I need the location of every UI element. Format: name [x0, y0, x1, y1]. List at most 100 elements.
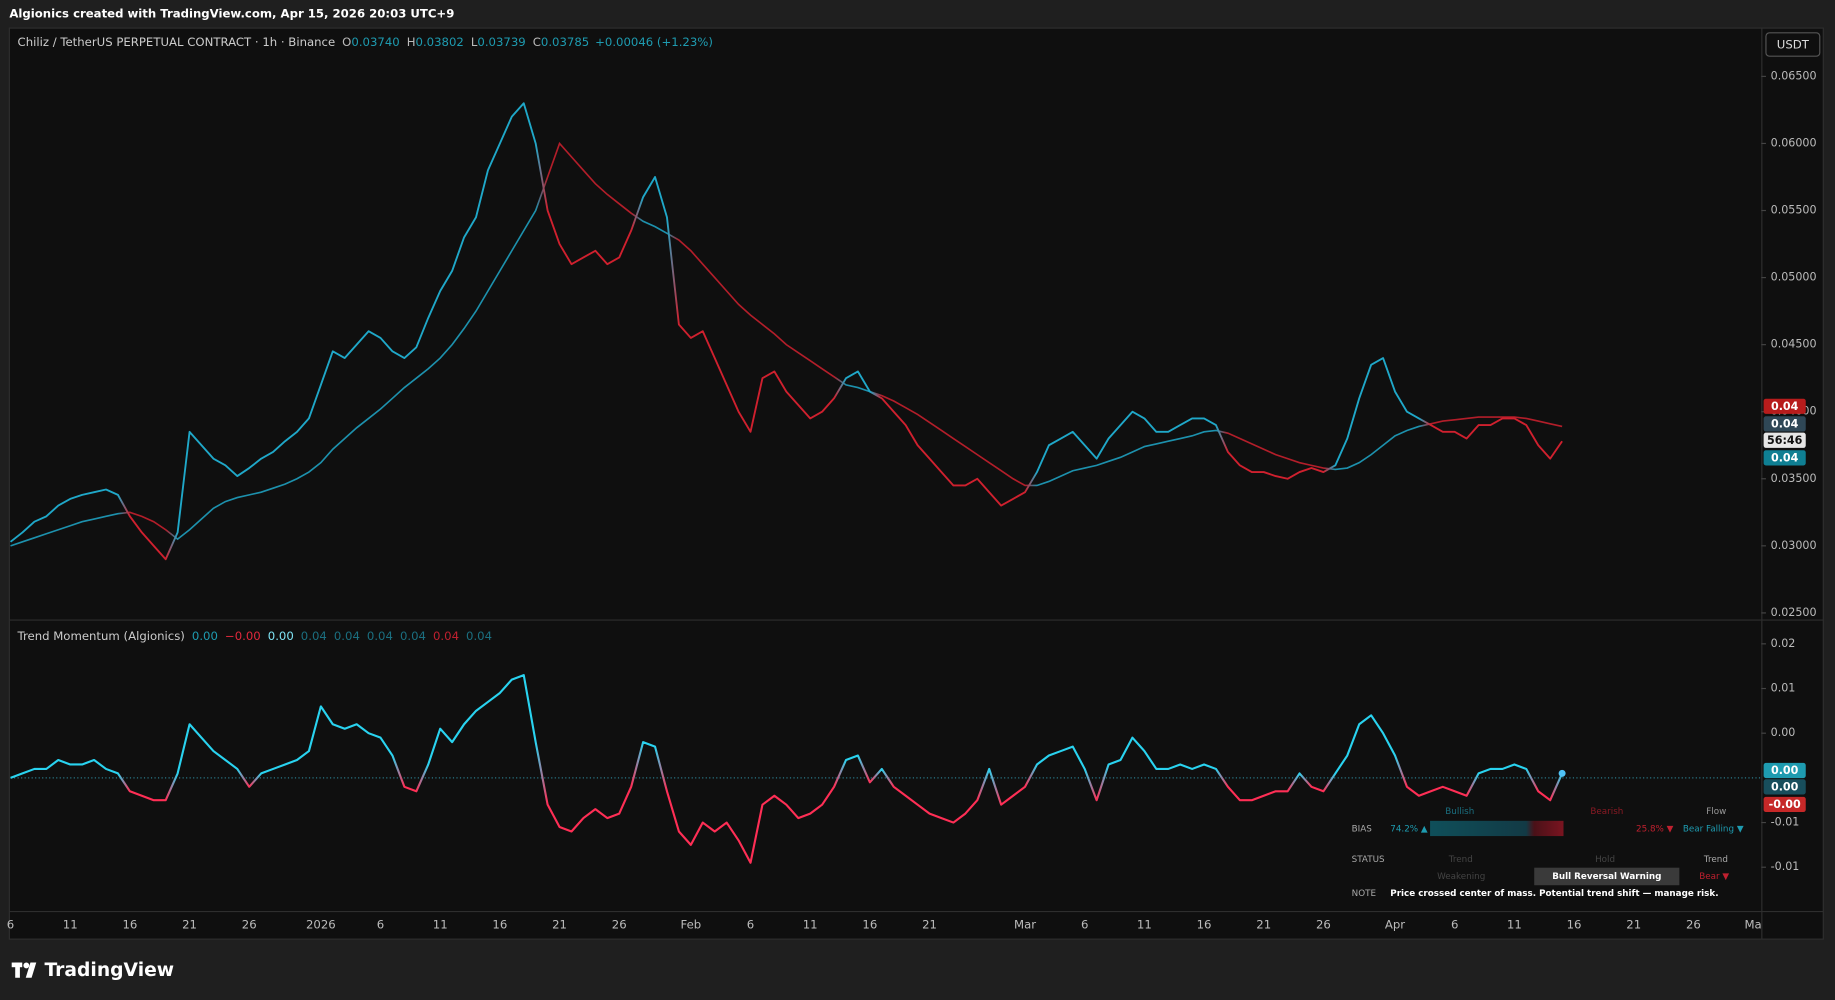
price-tag	[1763, 796, 1806, 813]
signal-table: Bullish Bearish Flow BIAS 74.2% ▲ 25.8% …	[1352, 807, 1744, 899]
plots	[9, 102, 1762, 864]
status-value: Weakening	[1437, 872, 1485, 882]
ohlc-label: C	[533, 35, 541, 49]
status-value: Bear ▼	[1699, 872, 1729, 882]
x-tick-label: 11	[63, 918, 78, 932]
currency-box[interactable]	[1765, 32, 1821, 57]
center-of-mass-line	[10, 141, 1563, 547]
x-tick-label: 11	[433, 918, 448, 932]
y-tick-label: 0.05500	[1771, 204, 1817, 217]
x-tick-label: 16	[1197, 918, 1212, 932]
indicator-value: 0.04	[433, 628, 459, 642]
x-tick-label: 21	[1256, 918, 1271, 932]
x-tick-label: 21	[182, 918, 197, 932]
x-tick-label: 21	[1626, 918, 1641, 932]
price-tag-text: 0.00	[1771, 780, 1799, 793]
y-tick-label: 0.06500	[1771, 69, 1817, 82]
last-point	[1558, 769, 1566, 777]
logo-shape	[23, 962, 30, 969]
ohlc-value: 0.03785	[541, 35, 589, 49]
ohlc-value: 0.03802	[416, 35, 464, 49]
logo-shape	[25, 962, 37, 978]
warning-box	[1534, 867, 1680, 886]
price-tag-text: -0.00	[1769, 798, 1801, 811]
x-tick-label: 11	[1507, 918, 1522, 932]
indicator-value: 0.00	[268, 628, 294, 642]
symbol: Chiliz / TetherUS PERPETUAL CONTRACT · 1…	[18, 35, 336, 49]
x-tick-label: Mar	[1014, 918, 1036, 932]
x-tick-label: 26	[242, 918, 257, 932]
x-tick-label: 11	[1137, 918, 1152, 932]
ohlc-label: H	[407, 35, 416, 49]
price-line	[9, 102, 1563, 561]
status-head: Hold	[1595, 855, 1615, 865]
row-label: NOTE	[1352, 889, 1376, 899]
indicator-legend: Trend Momentum (Algionics) 0.00 −0.00 0.00 0…	[17, 628, 493, 642]
y-tick-label: 0.01	[1771, 682, 1796, 695]
y-tick-label: 0.00	[1771, 726, 1796, 739]
change: +0.00046 (+1.23%)	[595, 35, 713, 49]
y-tick-label: -0.01	[1771, 816, 1800, 829]
x-tick-label: 21	[552, 918, 567, 932]
y-tick-label: 0.02500	[1771, 606, 1817, 619]
table-head: Flow	[1706, 807, 1726, 817]
ohlc-value: 0.03740	[351, 35, 399, 49]
price-tag-text: 0.04	[1771, 451, 1799, 464]
x-tick-label: 16	[492, 918, 507, 932]
logo-shape	[15, 962, 20, 978]
x-tick-label: 16	[1567, 918, 1582, 932]
brand: TradingView	[44, 960, 174, 981]
price-tag-text: 0.00	[1771, 764, 1799, 777]
table-head: Bearish	[1590, 807, 1623, 817]
bias-bar	[1430, 820, 1564, 837]
y-tick-label: -0.01	[1771, 860, 1800, 873]
x-tick-label: 6	[377, 918, 384, 932]
status-warning: Bull Reversal Warning	[1552, 872, 1661, 882]
x-tick-label: 6	[1081, 918, 1088, 932]
momentum-line	[10, 674, 1564, 864]
indicator-value: 0.04	[334, 628, 360, 642]
x-tick-label: 16	[122, 918, 137, 932]
price-tag	[1763, 762, 1806, 779]
indicator-value: 0.04	[367, 628, 393, 642]
x-tick-label: 21	[922, 918, 937, 932]
x-tick-label: 6	[747, 918, 754, 932]
status-head: Trend	[1703, 855, 1728, 865]
x-tick-label: Ma	[1744, 918, 1761, 932]
y-tick-label: 0.03000	[1771, 539, 1817, 552]
price-tag-text: 0.04	[1771, 400, 1799, 413]
note: Price crossed center of mass. Potential …	[1390, 889, 1718, 899]
indicator-value: 0.04	[466, 628, 492, 642]
bias-bull: 74.2% ▲	[1390, 825, 1428, 835]
price-tag	[1763, 450, 1806, 466]
x-tick-label: Feb	[680, 918, 701, 932]
y-tick-label: 0.04500	[1771, 338, 1817, 351]
y-tick-label: 0.02	[1771, 637, 1796, 650]
indicator-title: Trend Momentum (Algionics)	[17, 628, 185, 642]
y-tick-label: 0.03500	[1771, 472, 1817, 485]
status-head: Trend	[1448, 855, 1473, 865]
ohlc-label: O	[342, 35, 351, 49]
row-label: STATUS	[1352, 855, 1385, 865]
x-tick-label: 11	[803, 918, 818, 932]
x-tick-label: 16	[862, 918, 877, 932]
price-tag	[1763, 416, 1806, 432]
currency[interactable]: USDT	[1777, 38, 1810, 52]
x-tick-label: 6	[7, 918, 14, 932]
flow-value: Bear Falling ▼	[1683, 825, 1744, 835]
price-tag-text: 56:46	[1767, 434, 1803, 447]
price-tag	[1763, 398, 1806, 414]
x-tick-label: 6	[1451, 918, 1458, 932]
x-tick-label: 26	[1316, 918, 1331, 932]
indicator-value: 0.04	[400, 628, 426, 642]
indicator-value: 0.00	[192, 628, 218, 642]
indicator-value: 0.04	[301, 628, 327, 642]
ohlc-label: L	[471, 35, 478, 49]
x-tick-label: 26	[1686, 918, 1701, 932]
ohlc-value: 0.03739	[477, 35, 525, 49]
price-tag	[1763, 432, 1806, 448]
price-legend: Chiliz / TetherUS PERPETUAL CONTRACT · 1…	[18, 35, 713, 49]
price-tag-text: 0.04	[1771, 417, 1799, 430]
